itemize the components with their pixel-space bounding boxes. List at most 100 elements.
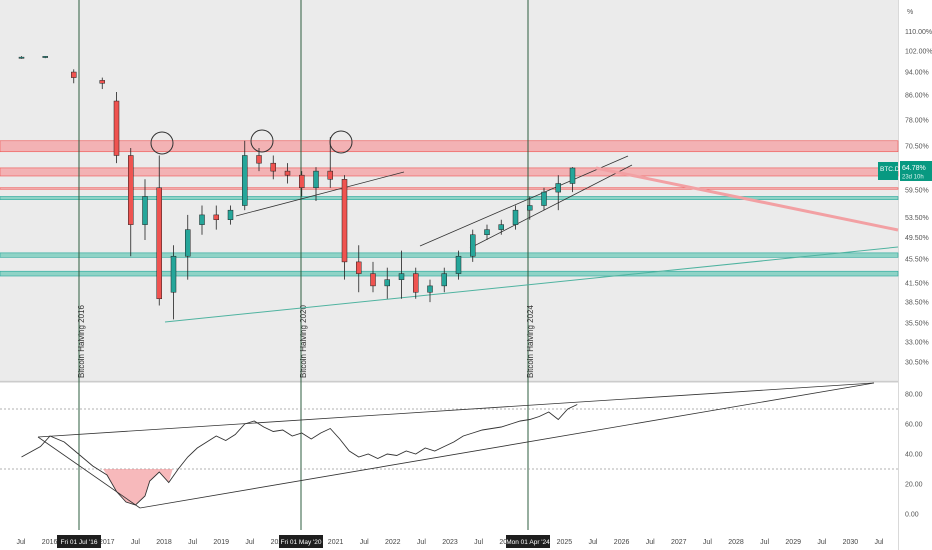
candle-body-up [227, 209, 234, 220]
date-tag-background [506, 535, 550, 548]
candle-body-down [356, 261, 362, 274]
candle [199, 205, 205, 235]
trendline-channel-upper [419, 155, 629, 247]
price-tick-label: 38.50% [905, 300, 929, 307]
trendline-2019-support [235, 171, 405, 217]
candle [512, 205, 519, 230]
candle [71, 69, 77, 84]
candle [541, 187, 547, 211]
price-tick-label: 78.00% [905, 118, 929, 125]
rsi-trendline-lower [139, 382, 875, 509]
candle-body-up [384, 279, 390, 287]
candle-body-up [398, 273, 405, 280]
rsi-tick-label: 40.00 [905, 452, 923, 459]
price-tick-label: 35.50% [905, 321, 929, 328]
candle-body-down [113, 100, 120, 156]
candle [441, 267, 447, 293]
date-tag-text: Mon 01 Apr '24 [506, 539, 550, 546]
candle [527, 196, 533, 220]
time-tick-label: 2027 [671, 539, 687, 546]
candle-body-up [441, 273, 447, 287]
countdown-text: 23d 10h [902, 175, 924, 181]
time-tick-label: Jul [360, 539, 369, 546]
candle [270, 155, 276, 180]
candle-body-up [170, 255, 177, 293]
time-tick-label: 2025 [557, 539, 573, 546]
zone-green-5 [0, 252, 899, 258]
price-tick-label: 30.50% [905, 360, 929, 367]
time-tick-label: 2030 [843, 539, 859, 546]
price-tick-label: 33.00% [905, 339, 929, 346]
time-tick-label: Jul [646, 539, 655, 546]
candle [427, 279, 433, 303]
candle-body-up [484, 229, 490, 235]
halving-date-tag: Fri 01 May '20 [279, 535, 323, 548]
candle-body-up [498, 224, 504, 230]
zone-green-6 [0, 270, 899, 277]
candle [470, 229, 476, 262]
price-tick-label: 110.00% [905, 29, 932, 36]
circle-marker-2019 [250, 129, 274, 153]
price-tick-label: 41.50% [905, 280, 929, 287]
time-tick-label: Jul [417, 539, 426, 546]
price-tick-label: 53.50% [905, 215, 929, 222]
candle-body-down [284, 170, 291, 176]
candle [384, 267, 390, 299]
trendline-channel-lower [469, 164, 633, 249]
rsi-tick-label: 20.00 [905, 482, 923, 489]
candle-body-up [455, 255, 462, 274]
time-tick-label: 2018 [156, 539, 172, 546]
candle [356, 245, 362, 293]
rsi-axis: 80.00 60.00 40.00 20.00 0.00 [905, 392, 923, 519]
zone-red-1 [0, 140, 899, 153]
halving-label-1: Bitcoin Halving 2016 [77, 305, 86, 378]
price-tick-label: 59.50% [905, 187, 929, 194]
date-tag-background [57, 535, 101, 548]
candle-body-down [156, 187, 162, 300]
price-pane-background [0, 0, 898, 380]
candle [113, 91, 120, 164]
candle-body-up [512, 209, 519, 225]
rsi-trendline-upper [37, 382, 875, 438]
circle-marker-2021 [329, 130, 353, 154]
symbol-text: BTC.D [880, 166, 900, 173]
time-tick-label: 2029 [785, 539, 801, 546]
candle [341, 175, 348, 280]
rsi-tick-label: 0.00 [905, 512, 919, 519]
rsi-trendline-drop [37, 436, 141, 509]
time-tick-label: 2019 [213, 539, 229, 546]
circle-marker-2018 [150, 131, 174, 155]
candle-body-down [213, 214, 219, 220]
candle [284, 163, 291, 184]
candle [484, 224, 490, 240]
time-tick-label: 2028 [728, 539, 744, 546]
zone-red-3 [0, 187, 899, 190]
price-tick-label: 102.00% [905, 49, 932, 56]
candle-body-up [541, 191, 547, 206]
candle-body-down [128, 155, 134, 225]
price-tick-label: 94.00% [905, 70, 929, 77]
symbol-tag [878, 162, 898, 180]
candle [370, 261, 376, 293]
candle [185, 214, 191, 280]
rsi-oversold-fill [103, 469, 173, 505]
zone-green-4 [0, 196, 899, 200]
rsi-tick-label: 60.00 [905, 422, 923, 429]
time-tick-label: Jul [131, 539, 140, 546]
price-axis: 110.00% 102.00% 94.00% 86.00% 78.00% 70.50% 59… [905, 29, 932, 367]
date-tag-text: Fri 01 May '20 [281, 539, 322, 546]
candle-body-up [427, 285, 433, 293]
candle [99, 77, 105, 90]
time-tick-label: Jul [817, 539, 826, 546]
candle-body-down [327, 170, 333, 180]
candle-body-down [413, 273, 419, 293]
time-tick-label: 2026 [614, 539, 630, 546]
candle-body-down [270, 162, 276, 172]
time-tick-label: Jul [589, 539, 598, 546]
time-tick-label: 2023 [442, 539, 458, 546]
candle-body-up [527, 205, 533, 211]
candle-body-up [470, 234, 476, 257]
last-price-label: BTC.D 64.78% 23d 10h [878, 161, 932, 181]
candle-body-down [99, 80, 105, 84]
time-axis: Jul 2016 Jul 2017 Jul 2018 Jul 2019 Jul 2020 Jul 20… [17, 535, 884, 548]
